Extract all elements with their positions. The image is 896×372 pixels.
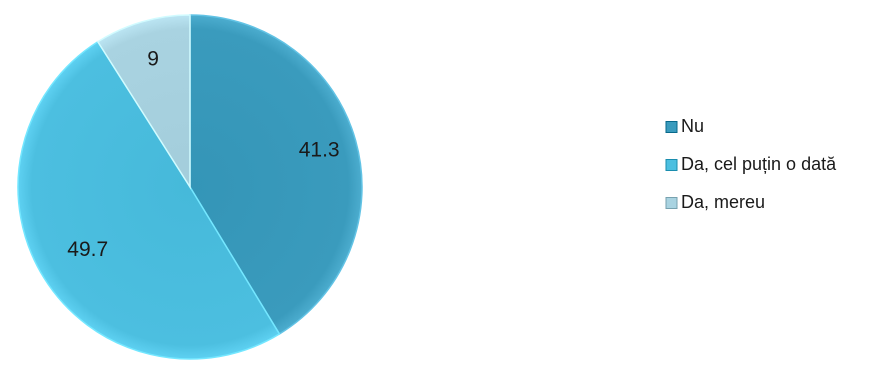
- legend-swatch-3: [665, 197, 678, 209]
- data-label-1: 41.3: [299, 138, 340, 161]
- data-label-2: 49.7: [67, 238, 108, 261]
- pie-slice-3: [96, 14, 191, 190]
- pie-slice-2: [17, 40, 281, 360]
- pie-slice-1: [189, 14, 363, 335]
- pie-slices: [17, 14, 363, 360]
- legend-swatch-2: [665, 159, 678, 171]
- legend-label-2: Da, cel puțin o dată: [681, 154, 837, 174]
- data-label-3: 9: [147, 47, 159, 70]
- legend-swatch-1: [665, 121, 678, 133]
- data-labels: 41.3 49.7 9: [67, 47, 339, 261]
- legend-label-3: Da, mereu: [681, 192, 765, 212]
- legend-label-1: Nu: [681, 116, 704, 136]
- legend: Nu Da, cel puțin o dată Da, mereu: [665, 116, 837, 212]
